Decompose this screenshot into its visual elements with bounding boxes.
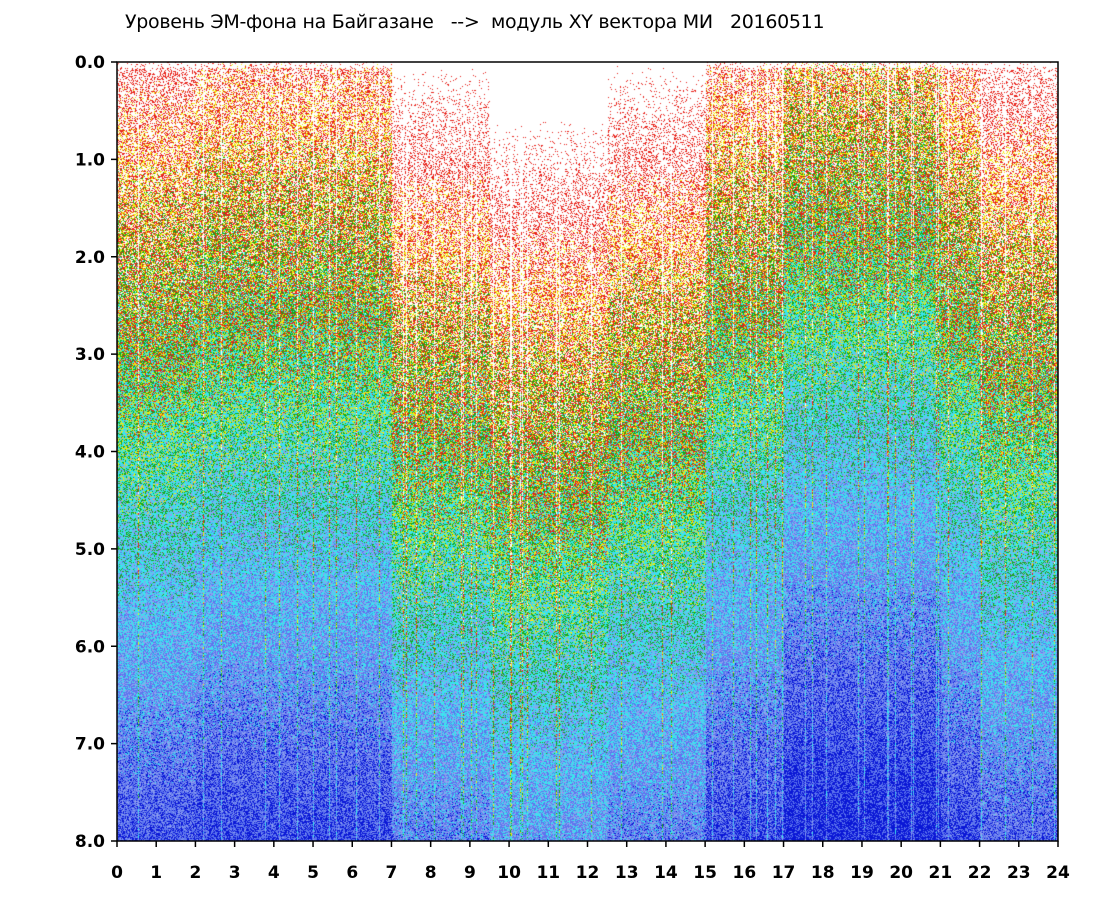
x-tick-label: 2 (189, 863, 201, 883)
y-tick-label: 2.0 (75, 248, 105, 268)
x-tick-label: 10 (497, 863, 521, 883)
x-tick-label: 23 (1007, 863, 1031, 883)
plot-frame (116, 61, 1059, 842)
y-tick-label: 5.0 (75, 540, 105, 560)
x-tick-label: 24 (1046, 863, 1070, 883)
y-tick-label: 4.0 (75, 443, 105, 463)
heatmap-plot-area (117, 62, 1058, 841)
x-tick-label: 17 (772, 863, 796, 883)
x-tick-label: 19 (850, 863, 874, 883)
x-tick-label: 20 (889, 863, 913, 883)
x-tick-label: 3 (229, 863, 241, 883)
y-tick-label: 8.0 (75, 832, 105, 852)
x-tick-label: 6 (346, 863, 358, 883)
x-tick-label: 4 (268, 863, 280, 883)
x-tick-label: 8 (425, 863, 437, 883)
x-tick-label: 7 (386, 863, 398, 883)
x-tick-label: 9 (464, 863, 476, 883)
x-tick-label: 16 (732, 863, 756, 883)
x-tick-label: 13 (615, 863, 639, 883)
y-tick-label: 7.0 (75, 735, 105, 755)
x-tick-label: 0 (111, 863, 123, 883)
y-tick-label: 1.0 (75, 150, 105, 170)
chart-title: Уровень ЭМ-фона на Байгазане --> модуль … (125, 11, 825, 33)
x-tick-label: 21 (929, 863, 953, 883)
x-tick-label: 12 (576, 863, 600, 883)
x-tick-label: 18 (811, 863, 835, 883)
y-tick-label: 3.0 (75, 345, 105, 365)
x-tick-label: 22 (968, 863, 992, 883)
x-tick-label: 1 (150, 863, 162, 883)
y-tick-label: 0.0 (75, 53, 105, 73)
x-tick-label: 15 (693, 863, 717, 883)
y-tick-label: 6.0 (75, 637, 105, 657)
x-tick-label: 5 (307, 863, 319, 883)
x-tick-label: 11 (536, 863, 560, 883)
x-tick-label: 14 (654, 863, 678, 883)
